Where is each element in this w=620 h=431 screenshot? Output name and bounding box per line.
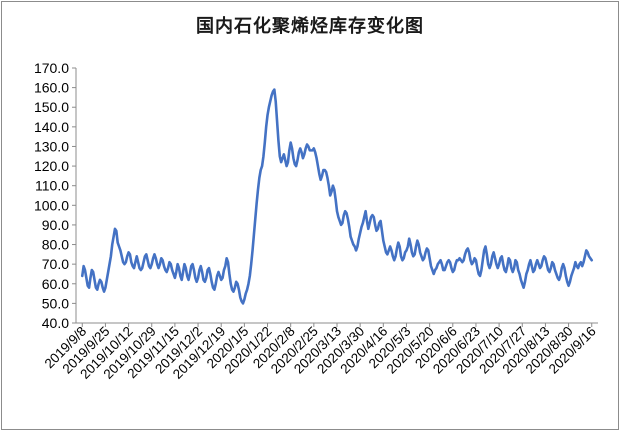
y-tick-label: 90.0 (42, 217, 69, 233)
y-tick-label: 160.0 (34, 80, 69, 96)
y-tick-label: 140.0 (34, 119, 69, 135)
y-tick-label: 60.0 (42, 276, 69, 292)
y-tick-label: 100.0 (34, 197, 69, 213)
y-tick-label: 50.0 (42, 295, 69, 311)
y-tick-label: 80.0 (42, 237, 69, 253)
chart-title: 国内石化聚烯烃库存变化图 (196, 16, 424, 37)
series-line (80, 88, 594, 305)
y-tick-label: 150.0 (34, 99, 69, 115)
y-tick-label: 70.0 (42, 256, 69, 272)
axes (72, 67, 598, 327)
y-tick-label: 170.0 (34, 60, 69, 76)
y-tick-label: 130.0 (34, 138, 69, 154)
y-tick-label: 120.0 (34, 158, 69, 174)
series-group (80, 88, 594, 305)
y-tick-label: 110.0 (35, 178, 69, 194)
y-tick-label: 40.0 (42, 315, 69, 331)
y-tick-labels: 40.0 50.0 60.0 70.0 80.0 90.0 100.0 110.0 120.0 1… (34, 60, 69, 331)
x-tick-labels: 2019/9/82019/9/252019/10/122019/10/29201… (42, 324, 599, 382)
